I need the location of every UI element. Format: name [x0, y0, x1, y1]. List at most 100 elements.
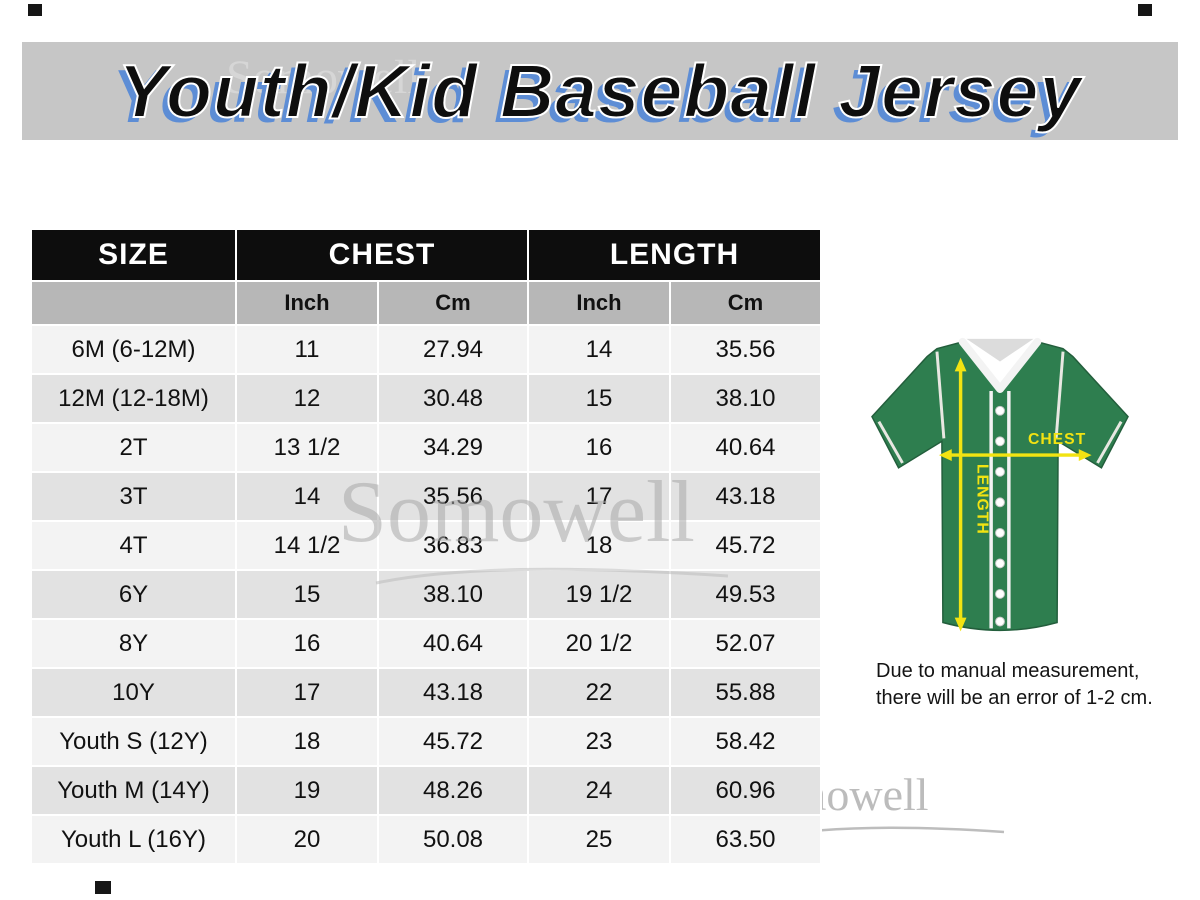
arrow-heads	[938, 357, 1092, 632]
button	[995, 466, 1005, 477]
chest-inch-cell: 16	[235, 618, 379, 669]
button	[995, 405, 1005, 416]
size-table-head: SIZE CHEST LENGTH Inch Cm Inch Cm	[30, 228, 823, 326]
length-inch-cell: 19 1/2	[527, 569, 671, 620]
chest-inch-cell: 17	[235, 667, 379, 718]
chest-inch-unit-header: Inch	[235, 280, 379, 326]
chest-inch-cell: 14	[235, 471, 379, 522]
jersey-figure: CHEST LENGTH	[850, 330, 1150, 655]
size-cell: 6Y	[30, 569, 237, 620]
chest-cm-cell: 48.26	[377, 765, 529, 816]
size-cell: Youth M (14Y)	[30, 765, 237, 816]
arrow-labels: CHEST LENGTH	[973, 431, 1086, 535]
chest-cm-cell: 34.29	[377, 422, 529, 473]
page-title: Youth/Kid Baseball Jersey	[117, 48, 1083, 134]
crop-mark-top-right	[1138, 4, 1152, 16]
jersey-collar	[958, 337, 1042, 394]
button	[995, 436, 1005, 447]
jersey-placket	[989, 391, 1011, 629]
table-row: 2T 13 1/2 34.29 16 40.64	[30, 422, 823, 473]
size-cell: Youth L (16Y)	[30, 814, 237, 865]
chest-cm-cell: 38.10	[377, 569, 529, 620]
chest-cm-cell: 43.18	[377, 667, 529, 718]
length-cm-unit-header: Cm	[668, 280, 823, 326]
length-column-header: LENGTH	[526, 228, 823, 282]
chest-inch-cell: 13 1/2	[235, 422, 379, 473]
table-unit-row: Inch Cm Inch Cm	[30, 280, 823, 326]
length-cm-cell: 45.72	[668, 520, 823, 571]
chest-cm-cell: 35.56	[377, 471, 529, 522]
crop-mark-bottom-left	[95, 881, 111, 894]
crop-mark-top-left	[28, 4, 42, 16]
chest-inch-cell: 18	[235, 716, 379, 767]
size-cell: 10Y	[30, 667, 237, 718]
jersey-svg: CHEST LENGTH	[871, 337, 1129, 632]
table-row: Youth M (14Y) 19 48.26 24 60.96	[30, 765, 823, 816]
chest-inch-cell: 12	[235, 373, 379, 424]
size-cell: 6M (6-12M)	[30, 324, 237, 375]
size-cell: 4T	[30, 520, 237, 571]
table-row: 12M (12-18M) 12 30.48 15 38.10	[30, 373, 823, 424]
length-cm-cell: 58.42	[668, 716, 823, 767]
jersey-body	[871, 340, 1129, 632]
note-line-2: there will be an error of 1-2 cm.	[876, 687, 1153, 709]
size-table-body: 6M (6-12M) 11 27.94 14 35.56 12M (12-18M) 12 30…	[30, 324, 823, 865]
length-inch-cell: 24	[527, 765, 671, 816]
length-cm-cell: 43.18	[668, 471, 823, 522]
table-row: 6Y 15 38.10 19 1/2 49.53	[30, 569, 823, 620]
length-cm-cell: 35.56	[668, 324, 823, 375]
length-inch-cell: 18	[527, 520, 671, 571]
length-inch-cell: 16	[527, 422, 671, 473]
size-column-header: SIZE	[30, 228, 237, 282]
length-inch-cell: 14	[527, 324, 671, 375]
length-inch-unit-header: Inch	[527, 280, 671, 326]
note-line-1: Due to manual measurement,	[876, 660, 1140, 682]
button	[995, 497, 1005, 508]
button	[995, 589, 1005, 599]
chest-cm-cell: 45.72	[377, 716, 529, 767]
size-cell: 8Y	[30, 618, 237, 669]
title-banner	[22, 42, 1178, 140]
table-row: Youth S (12Y) 18 45.72 23 58.42	[30, 716, 823, 767]
length-cm-cell: 60.96	[668, 765, 823, 816]
size-chart-table: SIZE CHEST LENGTH Inch Cm Inch Cm 6M (6-…	[30, 228, 823, 865]
chest-column-header: CHEST	[235, 228, 529, 282]
table-row: 8Y 16 40.64 20 1/2 52.07	[30, 618, 823, 669]
length-cm-cell: 55.88	[668, 667, 823, 718]
button	[995, 558, 1005, 569]
arrow-head-up-icon	[954, 357, 967, 372]
length-cm-cell: 49.53	[668, 569, 823, 620]
chest-cm-cell: 36.83	[377, 520, 529, 571]
size-cell: 12M (12-18M)	[30, 373, 237, 424]
chest-inch-cell: 20	[235, 814, 379, 865]
length-inch-cell: 23	[527, 716, 671, 767]
arrow-head-right-icon	[1078, 449, 1092, 461]
chest-measure-label: CHEST	[1028, 431, 1086, 448]
jersey-inner-neck	[966, 338, 1034, 362]
arrow-head-down-icon	[954, 617, 967, 632]
chest-cm-cell: 50.08	[377, 814, 529, 865]
length-inch-cell: 22	[527, 667, 671, 718]
chest-cm-cell: 27.94	[377, 324, 529, 375]
chest-inch-cell: 11	[235, 324, 379, 375]
measurement-arrows	[949, 369, 1081, 620]
button	[995, 527, 1005, 538]
length-cm-cell: 40.64	[668, 422, 823, 473]
arrow-head-left-icon	[938, 449, 952, 461]
chest-cm-cell: 40.64	[377, 618, 529, 669]
length-inch-cell: 17	[527, 471, 671, 522]
unit-blank-cell	[30, 280, 237, 326]
table-row: 4T 14 1/2 36.83 18 45.72	[30, 520, 823, 571]
table-row: Youth L (16Y) 20 50.08 25 63.50	[30, 814, 823, 865]
chest-inch-cell: 15	[235, 569, 379, 620]
button	[995, 616, 1005, 627]
length-measure-label: LENGTH	[973, 464, 990, 535]
table-row: 6M (6-12M) 11 27.94 14 35.56	[30, 324, 823, 375]
chest-inch-cell: 19	[235, 765, 379, 816]
table-row: 10Y 17 43.18 22 55.88	[30, 667, 823, 718]
length-inch-cell: 25	[527, 814, 671, 865]
table-row: 3T 14 35.56 17 43.18	[30, 471, 823, 522]
length-cm-cell: 63.50	[668, 814, 823, 865]
size-cell: Youth S (12Y)	[30, 716, 237, 767]
